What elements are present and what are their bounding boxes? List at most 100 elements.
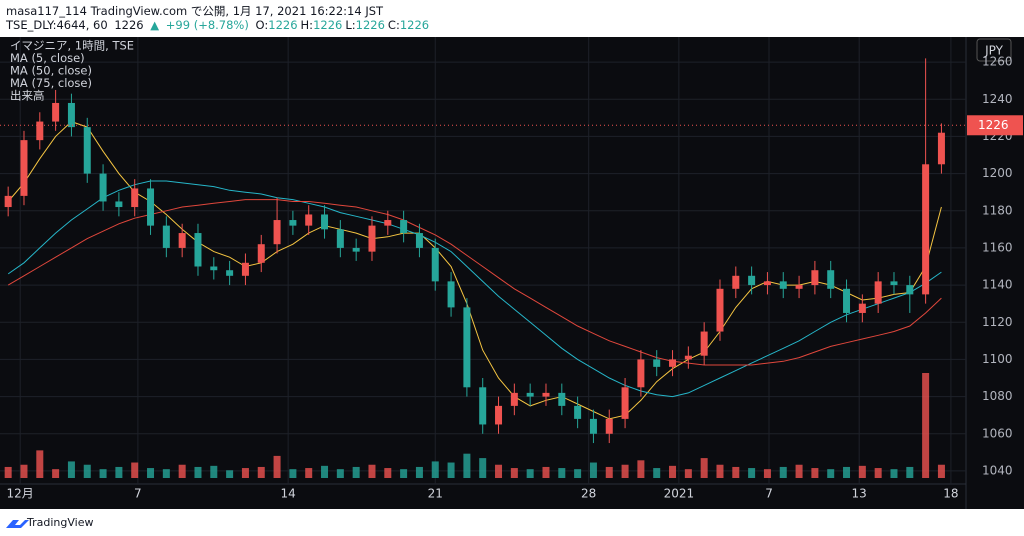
volume-bar: [890, 469, 898, 478]
ohlc-value: 1226: [399, 18, 430, 32]
candle-body: [589, 418, 597, 434]
volume-bar: [463, 453, 471, 478]
volume-bar: [542, 466, 550, 478]
candle-body: [574, 405, 582, 419]
volume-bar: [194, 466, 202, 478]
volume-bar: [763, 469, 771, 478]
candle-body: [479, 387, 487, 425]
legend-entry: MA (50, close): [10, 64, 92, 78]
volume-bar: [162, 469, 170, 478]
volume-bar: [621, 464, 629, 478]
volume-bar: [131, 462, 139, 478]
candle-body: [906, 285, 914, 295]
ohlc-label: O:: [255, 18, 269, 32]
brand-logo: [6, 520, 29, 528]
legend-entry: MA (5, close): [10, 51, 85, 65]
candle-body: [827, 270, 835, 289]
y-tick-label: 1180: [982, 203, 1013, 217]
volume-bar: [526, 469, 534, 478]
volume-bar: [700, 458, 708, 478]
volume-bar: [937, 464, 945, 478]
candle-body: [890, 281, 898, 286]
candle-body: [669, 359, 677, 367]
volume-bar: [558, 468, 566, 478]
y-tick-label: 1120: [982, 315, 1013, 329]
y-tick-label: 1080: [982, 389, 1013, 403]
publish-line: masa117_114 TradingView.com で公開, 1月 17, …: [6, 4, 384, 18]
candle-body: [210, 266, 218, 271]
volume-bar: [589, 462, 597, 478]
volume-bar: [748, 468, 756, 478]
candle-body: [36, 121, 44, 141]
brand: TradingView: [26, 516, 93, 529]
legend-entry: イマジニア, 1時間, TSE: [10, 39, 134, 53]
candle-body: [542, 392, 550, 397]
candle-body: [226, 270, 234, 276]
last-price-badge: [967, 115, 1023, 136]
candle-body: [922, 164, 930, 295]
candle-body: [52, 102, 60, 122]
candle-body: [605, 418, 613, 434]
volume-bar: [906, 466, 914, 478]
candle-body: [321, 214, 329, 230]
volume-bar: [669, 465, 677, 478]
volume-bar: [52, 469, 60, 478]
candle-body: [716, 288, 724, 332]
candle-body: [131, 188, 139, 208]
volume-bar: [336, 469, 344, 478]
candle-body: [384, 220, 392, 226]
candle-body: [447, 281, 455, 308]
volume-bar: [447, 462, 455, 478]
candle-body: [653, 359, 661, 367]
volume-bar: [431, 461, 439, 478]
y-tick-label: 1100: [982, 352, 1013, 366]
ohlc-value: 1226: [313, 18, 343, 32]
candle-body: [858, 303, 866, 313]
volume-bar: [210, 465, 218, 478]
candle-body: [162, 225, 170, 248]
volume-bar: [115, 466, 123, 478]
volume-bar: [273, 455, 281, 478]
volume-bar: [147, 468, 155, 478]
volume-bar: [795, 464, 803, 478]
x-tick-label: 2021: [664, 487, 695, 501]
volume-bar: [574, 469, 582, 478]
volume-bar: [811, 468, 819, 478]
volume-bar: [653, 468, 661, 478]
candle-body: [779, 281, 787, 289]
candle-body: [748, 275, 756, 286]
candle-body: [684, 355, 692, 360]
volume-bar: [858, 465, 866, 478]
y-tick-label: 1200: [982, 166, 1013, 180]
volume-bar: [716, 464, 724, 478]
volume-bar: [732, 466, 740, 478]
candle-body: [937, 132, 945, 165]
candle-body: [368, 225, 376, 252]
candle-body: [526, 392, 534, 397]
candle-body: [178, 233, 186, 248]
candle-body: [637, 359, 645, 388]
y-tick-label: 1140: [982, 278, 1013, 292]
arrow: ▲: [150, 18, 160, 32]
volume-bar: [321, 465, 329, 478]
currency-box[interactable]: [976, 38, 1012, 62]
x-tick-label: 12月: [7, 487, 34, 501]
ohlc-value: 1226: [268, 18, 298, 32]
volume-bar: [241, 468, 249, 478]
candle-body: [115, 201, 123, 208]
footer-bg: [0, 509, 1024, 536]
candle-body: [874, 281, 882, 304]
candle-body: [257, 244, 265, 263]
ohlc-label: C:: [387, 18, 400, 32]
change: +99 (+8.78%): [165, 18, 249, 32]
ma-line: [7, 180, 942, 398]
volume-bar: [99, 469, 107, 478]
volume-bar: [605, 466, 613, 478]
candle-body: [621, 387, 629, 419]
candle-body: [241, 262, 249, 276]
volume-bar: [305, 468, 313, 478]
y-tick-label: 1060: [982, 426, 1013, 440]
y-tick-label: 1160: [982, 240, 1013, 254]
